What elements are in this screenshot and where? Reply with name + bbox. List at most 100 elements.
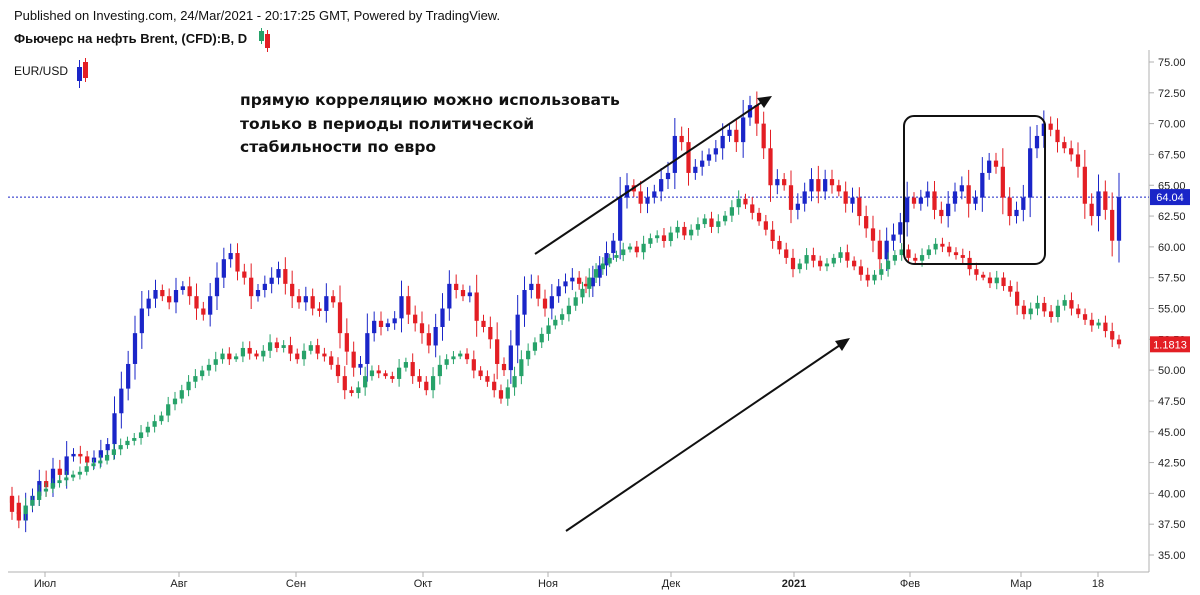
brent-candle	[406, 285, 411, 324]
eurusd-candle	[451, 351, 456, 365]
brent-candle	[645, 187, 650, 214]
brent-candle	[659, 168, 664, 202]
brent-candle-body	[447, 283, 452, 309]
eurusd-candle	[240, 341, 246, 363]
eurusd-candle-body	[288, 345, 293, 354]
brent-candle-body	[324, 296, 329, 311]
eurusd-candle-body	[838, 252, 843, 258]
eurusd-candle-body	[349, 390, 354, 393]
brent-candle	[1014, 201, 1019, 224]
brent-candle	[946, 191, 951, 228]
eurusd-candle	[118, 438, 123, 456]
brent-candle-body	[344, 333, 349, 352]
eurusd-candle-body	[770, 229, 775, 241]
brent-candle-body	[980, 172, 985, 198]
eurusd-candle	[519, 350, 524, 385]
eurusd-candle-body	[845, 252, 850, 261]
brent-candle-body	[1000, 166, 1005, 198]
brent-candle	[693, 159, 698, 180]
brent-candle	[262, 275, 267, 298]
eurusd-candle	[811, 247, 816, 268]
eurusd-candle-body	[417, 376, 422, 382]
brent-candle-body	[720, 135, 725, 149]
brent-candle	[105, 438, 110, 456]
brent-candle-body	[864, 216, 869, 229]
annotation-line-3: стабильности по евро	[240, 138, 437, 156]
eurusd-candle-body	[580, 288, 585, 298]
eurusd-candle-body	[301, 350, 307, 360]
x-tick-label: Окт	[414, 578, 433, 590]
brent-candle-body	[290, 283, 295, 297]
eurusd-candle	[539, 327, 544, 349]
eurusd-candle-body	[634, 246, 639, 253]
brent-candle-body	[638, 191, 643, 204]
brent-candle-body	[1007, 197, 1012, 217]
eurusd-candle-body	[831, 257, 836, 264]
eurusd-candle-body	[1001, 277, 1006, 287]
eurusd-candle	[750, 197, 755, 220]
eurusd-candle	[777, 235, 782, 255]
eurusd-candle	[858, 259, 864, 281]
brent-candle	[1021, 184, 1026, 222]
brent-candle	[870, 215, 876, 253]
brent-candle	[221, 247, 226, 289]
eurusd-candle-body	[30, 499, 35, 506]
eurusd-candle	[458, 350, 463, 360]
eurusd-candle	[566, 297, 572, 322]
brent-candle	[201, 301, 206, 321]
eurusd-candle-body	[369, 370, 375, 377]
brent-candle-body	[208, 296, 213, 315]
eurusd-candle	[845, 244, 850, 268]
brent-candle-body	[1082, 166, 1087, 204]
eurusd-candle-body	[193, 376, 198, 382]
eurusd-candle	[16, 495, 21, 521]
brent-candle-body	[98, 450, 103, 458]
brent-candle	[686, 128, 691, 186]
brent-candle	[78, 445, 83, 464]
eurusd-candle-body	[519, 359, 524, 377]
price-scale: 75.0072.5070.0067.5065.0062.5060.0057.50…	[1149, 57, 1186, 562]
brent-candle-body	[795, 203, 800, 210]
eurusd-candle-body	[98, 460, 103, 464]
brent-candle-body	[474, 292, 479, 321]
brent-candle-body	[413, 314, 418, 324]
brent-candle-body	[406, 296, 411, 315]
brent-candle	[816, 165, 821, 204]
annotation-text: прямую корреляцию можно использовать тол…	[240, 89, 620, 160]
eurusd-candle-body	[220, 353, 225, 360]
brent-candle	[577, 271, 582, 290]
brent-candle-body	[71, 453, 76, 457]
eurusd-candle	[410, 353, 415, 384]
eurusd-candle	[933, 238, 938, 255]
brent-candle-body	[495, 339, 500, 364]
brent-candle-body	[467, 292, 472, 297]
brent-candle-body	[686, 142, 691, 173]
brent-candle	[877, 229, 882, 270]
brent-candle-body	[249, 277, 254, 297]
eurusd-candle	[43, 482, 49, 497]
brent-candle	[590, 265, 595, 298]
brent-candle	[925, 181, 930, 207]
brent-candle	[529, 274, 534, 299]
brent-candle	[1069, 140, 1074, 162]
brent-candle-body	[939, 209, 944, 217]
eurusd-candle-body	[485, 376, 490, 382]
brent-candle	[467, 285, 472, 303]
x-tick-label: Сен	[286, 578, 306, 590]
brent-candle-body	[747, 105, 753, 118]
brent-candle	[556, 278, 561, 303]
eurusd-candle-body	[736, 198, 741, 208]
eurusd-candle	[865, 267, 870, 287]
brent-candle-body	[392, 318, 397, 324]
eurusd-candle-body	[872, 274, 877, 281]
x-tick-label: 18	[1092, 578, 1104, 590]
eurusd-candle-body	[566, 305, 572, 315]
brent-candle-body	[481, 320, 486, 327]
eurusd-candle-body	[383, 373, 388, 377]
eurusd-candle	[641, 235, 646, 260]
brent-candle-body	[1028, 148, 1033, 198]
eurusd-candle-body	[913, 257, 918, 261]
x-tick-label: 2021	[782, 578, 806, 590]
eurusd-candle	[50, 478, 55, 493]
time-scale: Июл Авг Сен Окт Ноя Дек 2021 Фев Мар 18	[34, 572, 1104, 590]
